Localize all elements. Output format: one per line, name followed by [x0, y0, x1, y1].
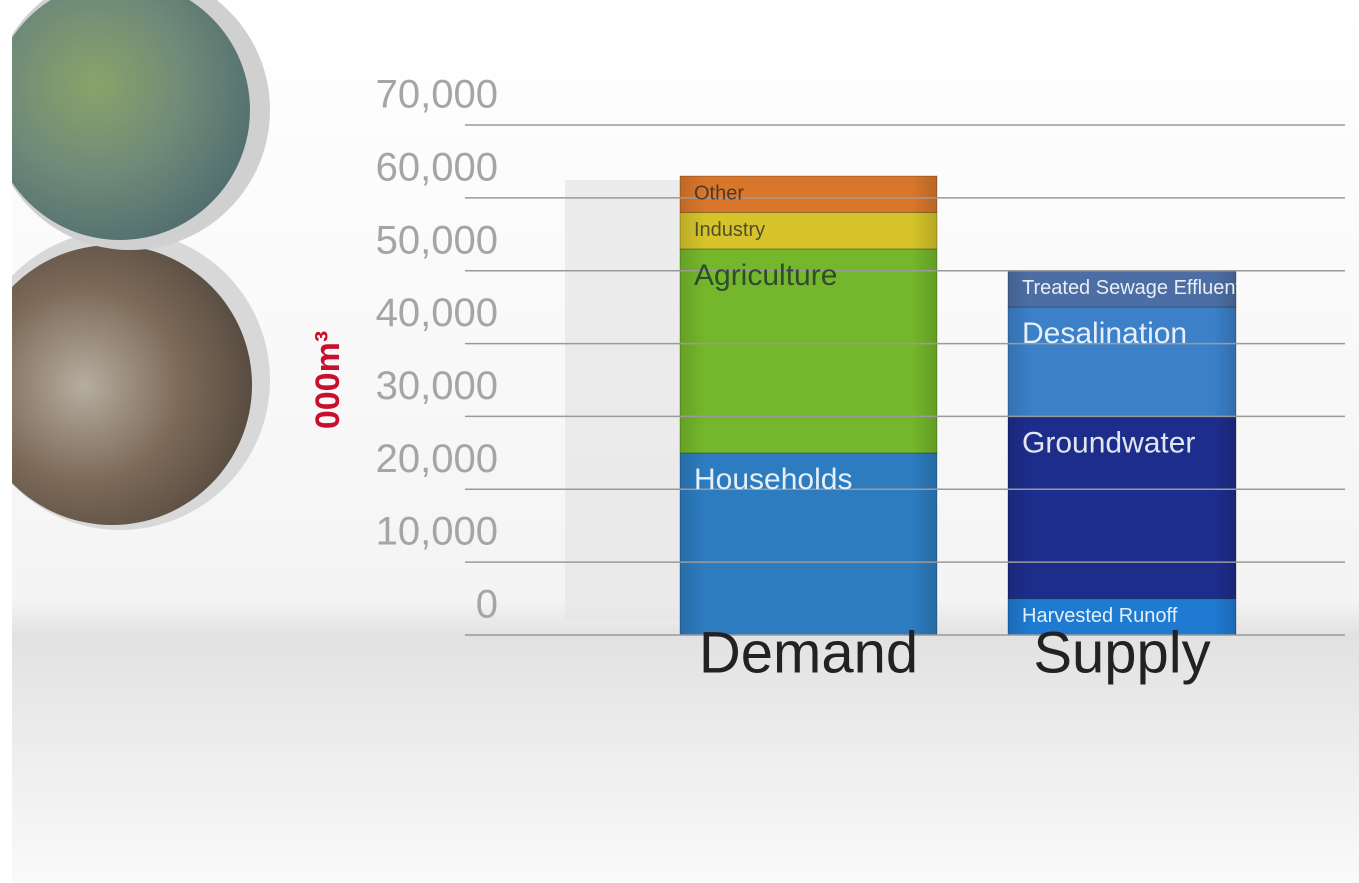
segment-label: Groundwater [1022, 426, 1195, 459]
segment-shade [680, 248, 937, 453]
segment-label: Agriculture [694, 259, 837, 292]
y-tick-label: 20,000 [376, 437, 498, 481]
segment-shade [1008, 416, 1236, 599]
segment-label: Harvested Runoff [1022, 605, 1178, 627]
segment-shade [1008, 598, 1236, 635]
y-tick-label: 40,000 [376, 291, 498, 335]
photo [0, 245, 252, 525]
segment-shade [1008, 307, 1236, 417]
segment-label: Other [694, 182, 744, 204]
y-tick-label: 60,000 [376, 145, 498, 189]
y-axis-title: 000m³ [309, 331, 347, 429]
segment-label: Treated Sewage Effluent [1022, 277, 1241, 299]
segment-shade [680, 212, 937, 249]
y-tick-label: 0 [476, 583, 498, 627]
y-tick-label: 30,000 [376, 364, 498, 408]
segment-label: Households [694, 463, 852, 496]
edge [0, 0, 12, 883]
segment-shade [680, 176, 937, 213]
shadow [565, 180, 685, 620]
category-label: Demand [699, 620, 918, 685]
segment-shade [1008, 270, 1236, 308]
segment-label: Industry [694, 219, 765, 241]
y-tick-label: 50,000 [376, 218, 498, 262]
y-tick-label: 70,000 [376, 73, 498, 117]
category-label: Supply [1033, 620, 1210, 685]
segment-label: Desalination [1022, 317, 1187, 350]
segment-shade [680, 452, 937, 635]
y-tick-label: 10,000 [376, 510, 498, 554]
photo [0, 0, 250, 240]
